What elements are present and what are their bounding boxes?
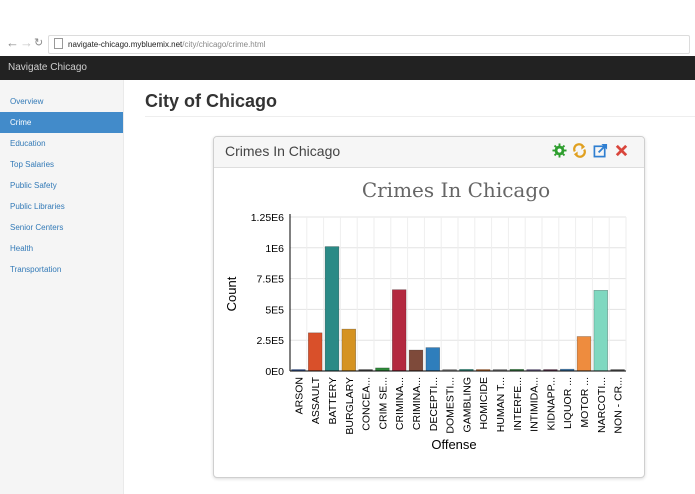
x-tick-label: NON - CR...	[613, 377, 625, 434]
x-tick-label: CONCEA...	[361, 377, 373, 431]
sidebar-item-crime[interactable]: Crime	[0, 112, 123, 133]
y-tick-label: 0E0	[265, 366, 284, 378]
page-title: City of Chicago	[145, 91, 278, 111]
page-icon	[54, 38, 63, 49]
x-axis-label: Offense	[431, 437, 476, 452]
address-bar[interactable]: navigate-chicago.mybluemix.net/city/chic…	[48, 35, 690, 54]
y-axis-label: Count	[224, 276, 239, 311]
settings-icon[interactable]	[552, 143, 567, 158]
sidebar-item-transportation[interactable]: Transportation	[10, 265, 62, 274]
sidebar-item-public-safety[interactable]: Public Safety	[10, 181, 57, 190]
bar-9	[425, 347, 440, 372]
bar-4	[341, 328, 356, 372]
x-tick-label: KIDNAPP...	[545, 377, 557, 431]
y-tick-label: 7.5E5	[257, 274, 285, 286]
sidebar-item-top-salaries[interactable]: Top Salaries	[10, 160, 55, 169]
panel-title: Crimes In Chicago	[225, 143, 341, 159]
navbar-brand[interactable]: Navigate Chicago	[8, 62, 87, 73]
forward-arrow-icon[interactable]: →	[20, 35, 33, 50]
x-tick-label: NARCOTI...	[596, 377, 608, 433]
sidebar-item-public-libraries[interactable]: Public Libraries	[10, 202, 65, 211]
url-path: /city/chicago/crime.html	[182, 40, 266, 49]
x-tick-label: HUMAN T...	[495, 377, 507, 432]
url-host: navigate-chicago.mybluemix.net	[68, 40, 183, 49]
y-tick-label: 1E6	[265, 243, 284, 255]
reload-icon[interactable]: ↻	[34, 37, 44, 49]
bar-8	[408, 349, 424, 372]
y-tick-label: 5E5	[265, 304, 284, 316]
chart-title: Crimes In Chicago	[362, 178, 550, 202]
crime-bar-chart: Crimes In Chicago 0E0 2.5E5 5E5 7.5E5 1E6 1.25…	[224, 178, 627, 452]
bar-18	[576, 336, 592, 372]
chart-panel: Crimes In Chicago	[213, 136, 645, 478]
x-tick-label: BATTERY	[327, 377, 339, 424]
sidebar-item-senior-centers[interactable]: Senior Centers	[10, 223, 64, 232]
x-tick-label: DECEPTI...	[428, 377, 440, 431]
sidebar-item-health[interactable]: Health	[10, 244, 34, 253]
x-tick-label: CRIMINA...	[411, 377, 423, 430]
x-tick-label: CRIMINA...	[394, 377, 406, 430]
app-navbar: Navigate Chicago	[0, 56, 695, 80]
y-tick-label: 2.5E5	[257, 335, 285, 347]
close-icon[interactable]	[614, 143, 629, 158]
browser-toolbar: ← → ↻ navigate-chicago.mybluemix.net/cit…	[0, 0, 695, 57]
bar-7	[392, 289, 407, 372]
title-divider	[145, 116, 695, 117]
bar-2	[308, 332, 323, 372]
sidebar: Overview Crime Education Top Salaries Pu…	[0, 80, 124, 494]
expand-icon[interactable]	[593, 143, 608, 158]
bar-3	[324, 246, 340, 372]
sidebar-item-overview[interactable]: Overview	[10, 97, 44, 106]
x-tick-label: ARSON	[293, 377, 305, 414]
x-tick-label: GAMBLING	[461, 377, 473, 432]
sidebar-item-education[interactable]: Education	[10, 139, 46, 148]
back-arrow-icon[interactable]: ←	[6, 35, 19, 50]
y-tick-label: 1.25E6	[251, 212, 284, 224]
x-tick-label: INTIMIDA...	[529, 377, 541, 432]
x-tick-label: DOMESTI...	[445, 377, 457, 434]
bar-19	[593, 290, 608, 372]
refresh-icon[interactable]	[572, 143, 587, 158]
x-tick-label: BURGLARY	[344, 377, 356, 435]
x-tick-label: INTERFE...	[512, 377, 524, 431]
x-tick-label: MOTOR ...	[579, 377, 591, 428]
x-tick-label: ASSAULT	[310, 376, 322, 424]
panel-header: Crimes In Chicago	[214, 137, 644, 168]
x-tick-label: LIQUOR ...	[562, 377, 574, 429]
x-tick-label: CRIM SE...	[377, 377, 389, 430]
x-tick-label: HOMICIDE	[478, 377, 490, 430]
